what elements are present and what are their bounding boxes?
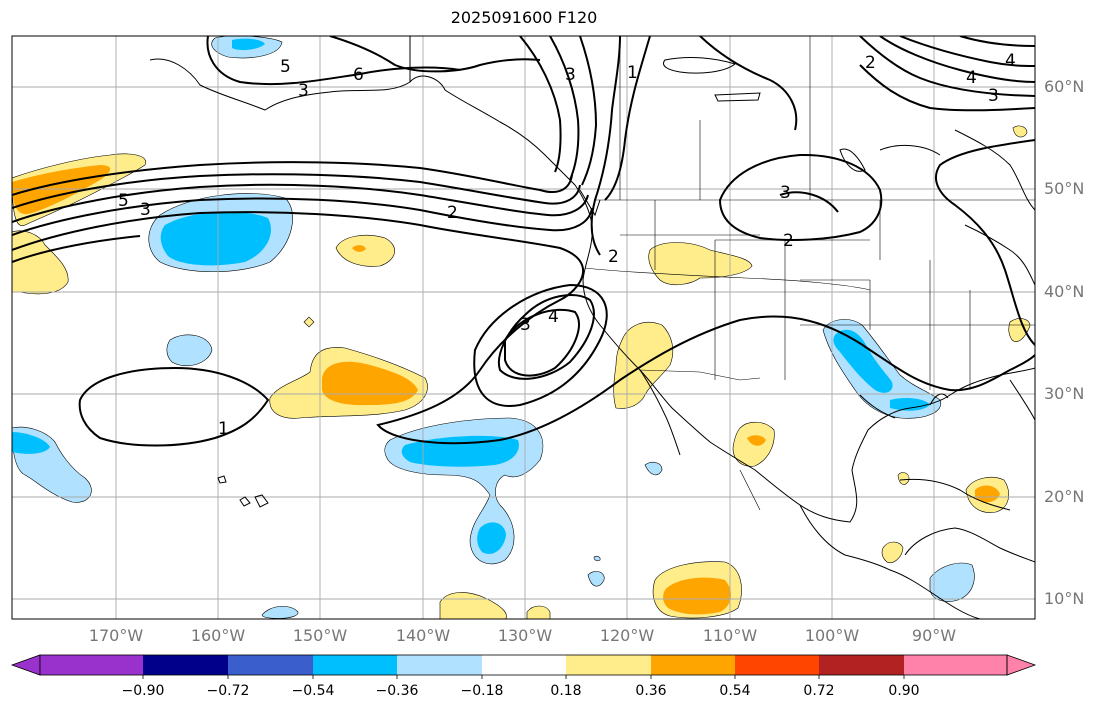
- colorbar-bin: [566, 655, 651, 675]
- lon-label: 120°W: [599, 626, 655, 645]
- lat-label: 30°N: [1044, 384, 1085, 403]
- contour-label: 4: [548, 307, 559, 327]
- colorbar-bin: [397, 655, 482, 675]
- contour-label: 4: [1005, 51, 1016, 71]
- contour-label: 5: [118, 191, 129, 211]
- lat-lon-grid: [12, 36, 1035, 619]
- contour-label: 1: [218, 419, 229, 439]
- colorbar-bin: [482, 655, 566, 675]
- lat-label: 60°N: [1044, 77, 1085, 96]
- contour-label: 3: [298, 81, 309, 101]
- map-content: 5 6 3 3 2 1 2 4 3 2 3 4 3 4 2 1 5 3: [12, 36, 1035, 619]
- colorbar-bin: [40, 655, 143, 675]
- colorbar-tick-label: 0.90: [888, 683, 920, 699]
- contour-label: 2: [783, 231, 794, 251]
- colorbar-bin: [143, 655, 228, 675]
- contour-label: 6: [353, 65, 364, 85]
- colorbar: [10, 654, 1037, 679]
- colorbar-tick-label: 0.72: [803, 683, 835, 699]
- political-borders: [584, 36, 1035, 511]
- lon-label: 160°W: [190, 626, 246, 645]
- lon-label: 140°W: [395, 626, 451, 645]
- lat-label: 20°N: [1044, 487, 1085, 506]
- colorbar-tick-label: −0.36: [375, 683, 419, 699]
- contour-label: 2: [447, 203, 458, 223]
- colorbar-min-extend: [10, 654, 41, 676]
- contour-label: 3: [140, 200, 151, 220]
- lon-label: 100°W: [804, 626, 860, 645]
- colorbar-tick-label: −0.90: [121, 683, 165, 699]
- lat-label: 50°N: [1044, 179, 1085, 198]
- map-title: 2025091600 F120: [450, 8, 598, 27]
- colorbar-bin: [819, 655, 904, 675]
- colorbar-outline: [39, 654, 1008, 676]
- colorbar-tick-label: 0.18: [550, 683, 582, 699]
- coastlines: [149, 36, 1035, 619]
- lon-label: 170°W: [88, 626, 144, 645]
- colorbar-bin: [904, 655, 1007, 675]
- colorbar-bin: [228, 655, 313, 675]
- strong-negative-anomaly-shading: [12, 38, 930, 555]
- contour-label: 3: [520, 315, 531, 335]
- colorbar-bin: [651, 655, 735, 675]
- map-frame: [11, 35, 1036, 620]
- lon-label: 150°W: [292, 626, 348, 645]
- contour-label: 4: [966, 68, 977, 88]
- contour-label: 3: [780, 183, 791, 203]
- colorbar-max-extend: [1006, 654, 1037, 676]
- colorbar-tick-label: 0.36: [635, 683, 667, 699]
- colorbar-tick-label: −0.18: [460, 683, 504, 699]
- lon-label: 110°W: [702, 626, 758, 645]
- contour-label: 3: [565, 65, 576, 85]
- contour-label: 3: [988, 86, 999, 106]
- contour-label: 5: [280, 57, 291, 77]
- colorbar-tick-label: −0.72: [206, 683, 250, 699]
- colorbar-tick-label: 0.54: [719, 683, 751, 699]
- colorbar-bin: [735, 655, 819, 675]
- contour-label: 2: [865, 53, 876, 73]
- lat-label: 40°N: [1044, 282, 1085, 301]
- contour-lines: [12, 36, 1035, 447]
- lat-label: 10°N: [1044, 589, 1085, 608]
- colorbar-tick-label: −0.54: [291, 683, 335, 699]
- lon-label: 90°W: [911, 626, 957, 645]
- contour-label-group: 5 6 3 3 2 1 2 4 3 2 3 4 3 4 2 1 5 3: [118, 51, 1016, 439]
- lon-label: 130°W: [497, 626, 553, 645]
- colorbar-bin: [313, 655, 397, 675]
- contour-label: 1: [627, 63, 638, 83]
- contour-label: 2: [608, 247, 619, 267]
